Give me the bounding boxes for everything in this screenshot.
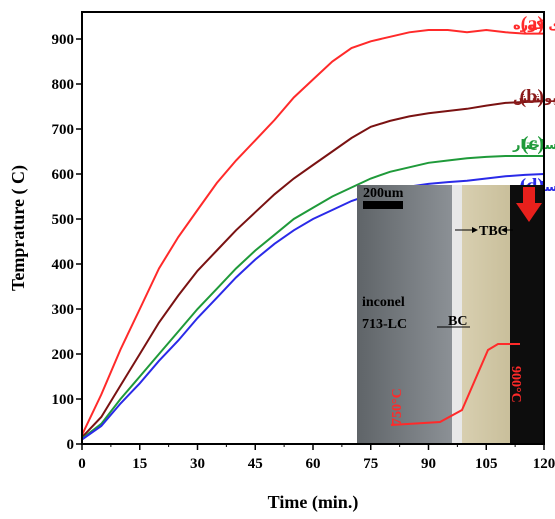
x-axis-title: Time (min.) bbox=[268, 492, 359, 513]
scale-label: 200um bbox=[363, 186, 404, 201]
y-tick-label: 0 bbox=[67, 437, 75, 453]
series-line-d bbox=[82, 173, 544, 441]
y-tick-label: 500 bbox=[52, 212, 75, 228]
bond-coat-layer bbox=[452, 185, 462, 444]
y-axis-title: Temprature ( C) bbox=[8, 165, 29, 291]
y-tick-label: 300 bbox=[52, 302, 75, 318]
tbc-layer bbox=[462, 185, 510, 444]
tbc-arrow-left-head bbox=[472, 227, 478, 233]
tbc-arrow-right-head bbox=[501, 227, 507, 233]
x-tick-label: 105 bbox=[475, 456, 498, 472]
axes: 0 15 30 45 60 75 90 105 120 0 100 200 300 400 500 600 70… bbox=[52, 11, 555, 472]
x-tick-label: 15 bbox=[132, 456, 147, 472]
legend-label-b: دمای نمونه بدون پوشش bbox=[513, 91, 555, 106]
x-tick-label: 120 bbox=[533, 456, 555, 472]
series-line-c bbox=[82, 155, 544, 440]
y-tick-label: 900 bbox=[52, 32, 75, 48]
micrograph-inset: 200um inconel 713-LC TBC BC 750°C 900°C bbox=[357, 185, 545, 444]
heat-arrow-icon bbox=[516, 203, 542, 222]
x-tick-label: 0 bbox=[78, 456, 86, 472]
dark-background bbox=[510, 185, 545, 444]
legend-letter-b: (b) bbox=[520, 86, 544, 108]
legend-letter-c: (c) bbox=[522, 133, 544, 155]
x-tick-label: 90 bbox=[421, 456, 436, 472]
heat-arrow-shaft bbox=[523, 187, 535, 203]
x-tick-label: 45 bbox=[248, 456, 263, 472]
legend-label-c: پوشش میکروساختار bbox=[512, 138, 555, 153]
legend-label-a: دمای کوره bbox=[513, 18, 555, 33]
x-tick-label: 75 bbox=[363, 456, 378, 472]
x-tick-label: 60 bbox=[306, 456, 321, 472]
series-lines bbox=[82, 28, 544, 441]
y-tick-label: 800 bbox=[52, 77, 75, 93]
temperature-profile-line bbox=[390, 343, 520, 426]
scale-bar bbox=[363, 201, 403, 209]
y-tick-label: 600 bbox=[52, 167, 75, 183]
temp-left-label: 750°C bbox=[390, 388, 405, 425]
bc-label: BC bbox=[448, 314, 467, 329]
material-label-2: 713-LC bbox=[362, 317, 407, 332]
y-tick-label: 200 bbox=[52, 347, 75, 363]
temp-right-label: 900°C bbox=[508, 366, 523, 403]
series-line-b bbox=[82, 100, 544, 438]
x-tick-label: 30 bbox=[190, 456, 205, 472]
tbc-label: TBC bbox=[479, 224, 508, 239]
legend-letter-a: (a) bbox=[521, 13, 544, 35]
y-tick-label: 100 bbox=[52, 392, 75, 408]
material-label-1: inconel bbox=[362, 295, 405, 310]
series-line-a bbox=[82, 28, 544, 436]
y-tick-label: 700 bbox=[52, 122, 75, 138]
y-tick-label: 400 bbox=[52, 257, 75, 273]
legend: (a)دمای کوره (b)دمای نمونه بدون پوشش (c)پو… bbox=[512, 13, 555, 197]
